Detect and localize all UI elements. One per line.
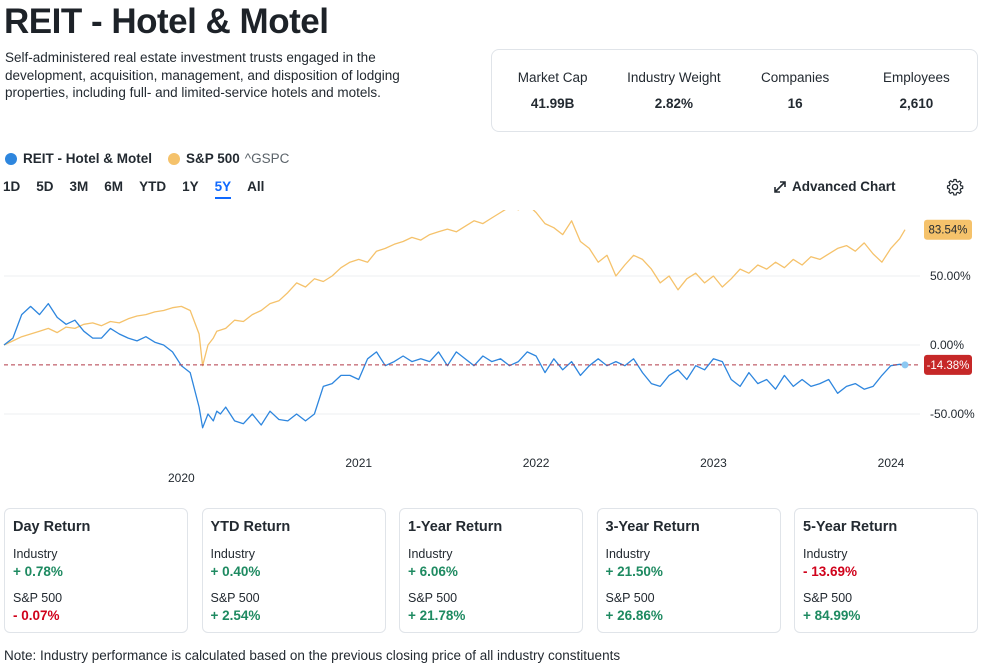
legend-label: S&P 500 <box>186 151 240 166</box>
range-1d[interactable]: 1D <box>3 179 21 194</box>
sp500-end-label: 83.54% <box>928 225 967 237</box>
range-3m[interactable]: 3M <box>69 179 89 194</box>
stats-panel: Market Cap 41.99B Industry Weight 2.82% … <box>491 49 978 132</box>
range-selector: 1D 5D 3M 6M YTD 1Y 5Y All <box>3 179 280 199</box>
stat-market-cap: Market Cap 41.99B <box>492 50 613 131</box>
returns-cards: Day Return Industry + 0.78% S&P 500 - 0.… <box>4 508 978 633</box>
industry-description: Self-administered real estate investment… <box>5 50 400 100</box>
range-5d[interactable]: 5D <box>36 179 54 194</box>
stat-label: Market Cap <box>517 70 588 85</box>
return-card-ytd: YTD Return Industry + 0.40% S&P 500 + 2.… <box>201 508 386 633</box>
range-1y[interactable]: 1Y <box>182 179 199 194</box>
range-ytd[interactable]: YTD <box>139 179 167 194</box>
x-tick-label: 2022 <box>523 456 550 470</box>
sp500-return: + 26.86% <box>605 608 663 623</box>
x-tick-label: 2021 <box>345 456 372 470</box>
legend-item-sp500[interactable]: S&P 500 ^GSPC <box>168 151 289 166</box>
legend-label: REIT - Hotel & Motel <box>23 151 152 166</box>
sp500-label: S&P 500 <box>605 591 655 605</box>
industry-label: Industry <box>13 547 58 561</box>
industry-return: + 0.40% <box>210 564 261 579</box>
performance-chart[interactable]: 50.00% 0.00% -50.00% 2020 2021 2022 2023 2024 83… <box>0 203 986 500</box>
industry-end-label: -14.38% <box>927 360 970 372</box>
industry-label: Industry <box>210 547 255 561</box>
stat-value: 2.82% <box>654 96 694 111</box>
return-card-3y: 3-Year Return Industry + 21.50% S&P 500 … <box>596 508 781 633</box>
industry-end-dot <box>901 361 909 369</box>
gear-icon <box>946 178 964 196</box>
footnote: Note: Industry performance is calculated… <box>4 648 621 663</box>
sp500-return: + 84.99% <box>803 608 861 623</box>
sp500-label: S&P 500 <box>803 591 853 605</box>
stat-label: Employees <box>882 70 950 85</box>
x-tick-label: 2023 <box>700 456 727 470</box>
chart-settings-button[interactable] <box>946 178 964 201</box>
sp500-return: + 21.78% <box>408 608 466 623</box>
x-tick-label: 2020 <box>168 471 195 485</box>
expand-icon <box>774 180 786 193</box>
chart-legend: REIT - Hotel & Motel S&P 500 ^GSPC <box>5 151 305 166</box>
range-all[interactable]: All <box>247 179 265 194</box>
sp500-line <box>3 203 906 367</box>
return-card-5y: 5-Year Return Industry - 13.69% S&P 500 … <box>794 508 978 633</box>
industry-line <box>3 302 906 429</box>
card-title: 3-Year Return <box>605 519 700 535</box>
x-tick-label: 2024 <box>878 456 905 470</box>
sp500-label: S&P 500 <box>408 591 458 605</box>
stat-value: 2,610 <box>899 96 934 111</box>
sp500-end-badge <box>924 219 972 240</box>
industry-return: - 13.69% <box>803 564 858 579</box>
card-title: 1-Year Return <box>408 519 503 535</box>
advanced-chart-label: Advanced Chart <box>792 179 896 194</box>
sp500-dot-icon <box>168 152 180 165</box>
industry-return: + 21.50% <box>605 564 663 579</box>
industry-return: + 6.06% <box>408 564 458 579</box>
industry-return: + 0.78% <box>13 564 63 579</box>
legend-item-industry[interactable]: REIT - Hotel & Motel <box>5 151 152 166</box>
sp500-return: + 2.54% <box>210 608 261 623</box>
stat-companies: Companies 16 <box>735 50 856 131</box>
y-tick-label: 50.00% <box>930 269 971 283</box>
range-5y[interactable]: 5Y <box>214 179 232 199</box>
sp500-return: - 0.07% <box>13 608 60 623</box>
stat-industry-weight: Industry Weight 2.82% <box>613 50 734 131</box>
advanced-chart-button[interactable]: Advanced Chart <box>774 179 896 194</box>
sp500-label: S&P 500 <box>13 591 63 605</box>
range-6m[interactable]: 6M <box>104 179 124 194</box>
return-card-day: Day Return Industry + 0.78% S&P 500 - 0.… <box>4 508 188 633</box>
y-tick-label: -50.00% <box>930 407 975 421</box>
industry-label: Industry <box>605 547 650 561</box>
industry-label: Industry <box>408 547 453 561</box>
chart-svg: 50.00% 0.00% -50.00% 2020 2021 2022 2023 2024 83… <box>3 203 975 485</box>
legend-symbol: ^GSPC <box>244 151 290 166</box>
card-title: Day Return <box>13 519 91 535</box>
stat-value: 16 <box>787 96 803 111</box>
card-title: 5-Year Return <box>803 519 898 535</box>
industry-end-badge <box>924 354 972 375</box>
page-title: REIT - Hotel & Motel <box>4 2 329 41</box>
stat-label: Companies <box>760 70 830 85</box>
return-card-1y: 1-Year Return Industry + 6.06% S&P 500 +… <box>399 508 583 633</box>
stat-employees: Employees 2,610 <box>856 50 977 131</box>
y-tick-label: 0.00% <box>930 338 964 352</box>
stat-label: Industry Weight <box>627 70 721 85</box>
sp500-label: S&P 500 <box>210 591 260 605</box>
stat-value: 41.99B <box>530 96 575 111</box>
industry-label: Industry <box>803 547 848 561</box>
card-title: YTD Return <box>210 519 291 535</box>
industry-dot-icon <box>5 152 17 165</box>
